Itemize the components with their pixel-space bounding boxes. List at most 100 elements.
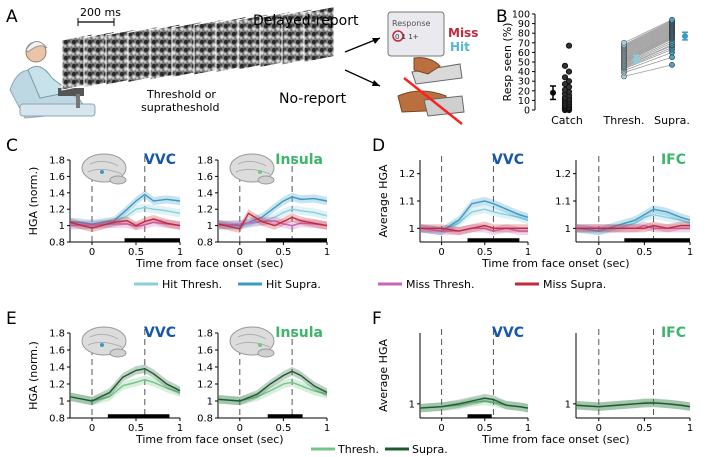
brain-icon bbox=[229, 326, 275, 358]
region-label: VVC bbox=[492, 325, 524, 341]
panel-letter-d: D bbox=[372, 136, 385, 156]
ytick-label: 0.8 bbox=[49, 238, 65, 249]
b-pair-line bbox=[623, 44, 673, 67]
region-label: Insula bbox=[275, 325, 323, 341]
series-band bbox=[420, 396, 528, 413]
series-line bbox=[69, 379, 181, 402]
b-mean-point bbox=[682, 33, 688, 40]
region-label: VVC bbox=[144, 152, 176, 168]
ytick-label: 1.6 bbox=[49, 346, 65, 357]
b-pair-line bbox=[623, 29, 673, 54]
ytick-label: 1.8 bbox=[197, 329, 213, 340]
ytick-label: 0.8 bbox=[197, 238, 213, 249]
b-pair-line bbox=[623, 38, 673, 64]
legend-label-hit-thresh: Hit Thresh. bbox=[162, 278, 222, 291]
series-line bbox=[217, 370, 328, 402]
xtick-label: 0.5 bbox=[275, 423, 291, 434]
panel-letter-c: C bbox=[6, 136, 18, 156]
legend-label-thresh: Thresh. bbox=[337, 443, 379, 456]
b-pair-line bbox=[623, 52, 673, 72]
b-pair-line bbox=[623, 47, 673, 69]
ytick-label: 1 bbox=[207, 221, 213, 232]
brain-region-dot bbox=[100, 343, 104, 347]
xtick-label: 0 bbox=[89, 247, 95, 258]
brain-icon bbox=[81, 153, 127, 185]
xtick-label: 1 bbox=[177, 423, 183, 434]
ytick-label: 1 bbox=[59, 397, 65, 408]
b-point-supra bbox=[669, 61, 675, 68]
b-ytick-label: 80 bbox=[518, 29, 530, 40]
b-point-catch bbox=[565, 42, 573, 49]
series-line bbox=[419, 227, 528, 232]
chart-e2: 0.8 1 1.2 1.4 1.6 1.8 0 0.5 1 Insula bbox=[197, 325, 330, 434]
series-band bbox=[576, 398, 690, 411]
series-band bbox=[420, 224, 528, 236]
panel-a: A 200 ms Threshold or supratheshold Dela… bbox=[6, 5, 478, 125]
series-line bbox=[419, 397, 529, 409]
b-pair-line bbox=[623, 56, 673, 73]
ytick-label: 1.8 bbox=[49, 329, 65, 340]
response-screen: Response 0 1 1+ bbox=[387, 11, 463, 85]
series-line bbox=[218, 208, 328, 227]
xtick-label: 0 bbox=[596, 247, 602, 258]
ytick-label: 1.2 bbox=[197, 205, 213, 216]
b-point-catch bbox=[561, 62, 569, 69]
xtick-label: 1 bbox=[687, 423, 693, 434]
series-line bbox=[69, 221, 181, 228]
b-ytick-label: 0 bbox=[524, 106, 530, 117]
xtick-label: 0 bbox=[89, 423, 95, 434]
b-pair-line bbox=[623, 20, 673, 46]
response-screen-keys: 0 1 1+ bbox=[395, 33, 419, 41]
ytick-label: 1.4 bbox=[197, 363, 213, 374]
ytick-label: 1.6 bbox=[197, 172, 213, 183]
ytick-label: 1.2 bbox=[555, 169, 571, 180]
legend-label-miss-thresh: Miss Thresh. bbox=[406, 278, 474, 291]
b-pair-line bbox=[623, 25, 673, 50]
ylabel: HGA (norm.) bbox=[27, 341, 40, 410]
ytick-label: 1.2 bbox=[49, 380, 65, 391]
xtick-label: 0 bbox=[237, 423, 243, 434]
brain-region-dot bbox=[100, 170, 104, 174]
chart-c2: 0.8 1 1.2 1.4 1.6 1.8 0 0.5 1 Insula bbox=[197, 152, 330, 258]
ytick-label: 1.6 bbox=[197, 346, 213, 357]
b-pair-line bbox=[623, 64, 673, 77]
b-ytick-label: 20 bbox=[518, 86, 530, 97]
xtick-label: 1 bbox=[324, 423, 330, 434]
xlabel-d: Time from face onset (sec) bbox=[481, 257, 630, 270]
series-line bbox=[69, 367, 181, 402]
ytick-label: 1.1 bbox=[555, 197, 571, 208]
xtick-label: 0.5 bbox=[636, 423, 652, 434]
b-pair-line bbox=[623, 40, 673, 65]
legend-label-hit-supra: Hit Supra. bbox=[266, 278, 321, 291]
ylabel: Average HGA bbox=[377, 339, 390, 412]
b-point-catch bbox=[565, 83, 573, 91]
brain-icon bbox=[229, 153, 275, 185]
xtick-label: 1 bbox=[177, 247, 183, 258]
xtick-label: 0.5 bbox=[275, 247, 291, 258]
no-report-cross bbox=[403, 77, 463, 125]
xlabel-f: Time from face onset (sec) bbox=[481, 433, 630, 446]
ylabel: Average HGA bbox=[377, 164, 390, 237]
chart-f1: 1 0 0.5 1 Average HGA VVC bbox=[377, 325, 531, 434]
b-pair-line bbox=[623, 35, 673, 61]
b-pair-line bbox=[623, 42, 673, 66]
ytick-label: 1.4 bbox=[49, 188, 65, 199]
chart-d2: 1 1.1 1.2 0 0.5 1 IFC bbox=[555, 152, 693, 258]
b-point-catch bbox=[565, 78, 573, 85]
brain-region-dot bbox=[258, 343, 262, 347]
b-pair-line bbox=[623, 34, 673, 60]
series-line bbox=[419, 208, 529, 232]
b-ytick-label: 10 bbox=[518, 96, 530, 107]
ytick-label: 1.2 bbox=[197, 380, 213, 391]
stimulus-label-1: Threshold or bbox=[146, 88, 216, 101]
series-line bbox=[69, 193, 181, 225]
b-point-thresh bbox=[621, 39, 627, 46]
b-pair-line bbox=[623, 31, 673, 57]
series-band bbox=[70, 364, 180, 406]
xtick-label: 0.5 bbox=[636, 247, 652, 258]
series-line bbox=[217, 212, 328, 230]
series-line bbox=[575, 402, 691, 408]
b-point-catch bbox=[561, 74, 569, 81]
